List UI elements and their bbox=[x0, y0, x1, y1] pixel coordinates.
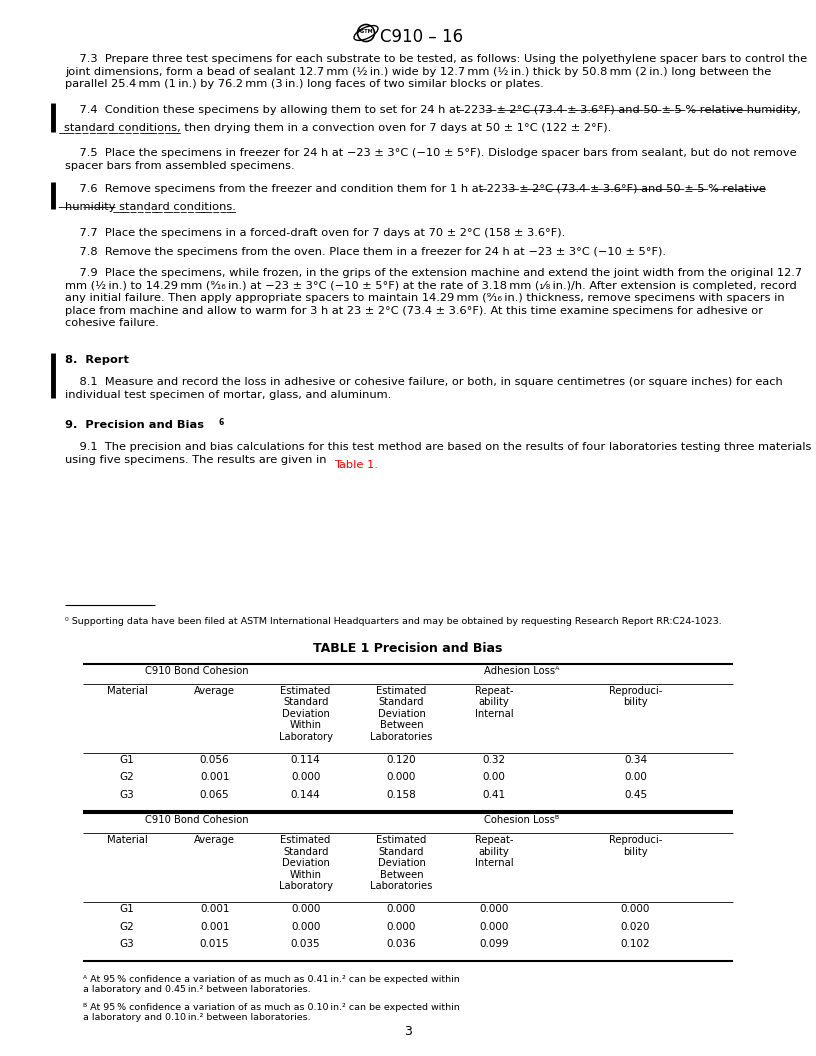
Text: 7.6  Remove specimens from the freezer and condition them for 1 h at ̶2233̶ ̶±̶ : 7.6 Remove specimens from the freezer an… bbox=[65, 184, 766, 193]
Text: Repeat-
ability
Internal: Repeat- ability Internal bbox=[475, 835, 513, 868]
Text: 0.056: 0.056 bbox=[200, 754, 229, 765]
Text: Cohesion Lossᴮ: Cohesion Lossᴮ bbox=[484, 815, 560, 825]
Text: 0.001: 0.001 bbox=[200, 772, 229, 782]
Text: 0.015: 0.015 bbox=[200, 939, 229, 949]
Text: ASTM: ASTM bbox=[358, 29, 374, 34]
Text: 0.099: 0.099 bbox=[479, 939, 509, 949]
Text: 0.158: 0.158 bbox=[387, 790, 416, 799]
Text: 0.001: 0.001 bbox=[200, 904, 229, 914]
Text: ̶h̶u̶m̶i̶d̶i̶t̶y̶̶̶ ̲s̲t̲a̲n̲d̲a̲r̲d̲ ̲c̲o̲n̲d̲i̲t̲i̲o̲n̲s̲.̲: ̶h̶u̶m̶i̶d̶i̶t̶y̶̶̶ ̲s̲t̲a̲n̲d̲a̲r̲d̲ ̲c… bbox=[65, 201, 236, 212]
Text: 8.1  Measure and record the loss in adhesive or cohesive failure, or both, in sq: 8.1 Measure and record the loss in adhes… bbox=[65, 377, 783, 399]
Text: 0.41: 0.41 bbox=[482, 790, 506, 799]
Text: Reproduci-
bility: Reproduci- bility bbox=[609, 835, 663, 856]
Text: G3: G3 bbox=[119, 790, 135, 799]
Text: 0.036: 0.036 bbox=[387, 939, 416, 949]
Text: G1: G1 bbox=[119, 754, 135, 765]
Text: 0.020: 0.020 bbox=[621, 922, 650, 931]
Text: Estimated
Standard
Deviation
Between
Laboratories: Estimated Standard Deviation Between Lab… bbox=[370, 835, 432, 891]
Text: Reproduci-
bility: Reproduci- bility bbox=[609, 685, 663, 708]
Text: 7.4  Condition these specimens by allowing them to set for 24 h at ̶2233̶ ̶±̶ ̶2: 7.4 Condition these specimens by allowin… bbox=[65, 105, 800, 115]
Text: C910 – 16: C910 – 16 bbox=[380, 29, 463, 46]
Text: 7.8  Remove the specimens from the oven. Place them in a freezer for 24 h at −23: 7.8 Remove the specimens from the oven. … bbox=[65, 247, 666, 257]
Text: G3: G3 bbox=[119, 939, 135, 949]
Text: Average: Average bbox=[194, 835, 235, 845]
Text: Adhesion Lossᴬ: Adhesion Lossᴬ bbox=[484, 665, 560, 676]
Text: G2: G2 bbox=[119, 772, 135, 782]
Text: 0.001: 0.001 bbox=[200, 922, 229, 931]
Text: 0.000: 0.000 bbox=[387, 904, 416, 914]
Text: 9.  Precision and Bias: 9. Precision and Bias bbox=[65, 420, 204, 430]
Text: 0.035: 0.035 bbox=[290, 939, 321, 949]
Text: 0.000: 0.000 bbox=[291, 904, 321, 914]
Text: Average: Average bbox=[194, 685, 235, 696]
Text: 9.1  The precision and bias calculations for this test method are based on the r: 9.1 The precision and bias calculations … bbox=[65, 442, 811, 465]
Text: Estimated
Standard
Deviation
Within
Laboratory: Estimated Standard Deviation Within Labo… bbox=[278, 685, 333, 742]
Text: 0.144: 0.144 bbox=[290, 790, 321, 799]
Text: ⁰ Supporting data have been filed at ASTM International Headquarters and may be : ⁰ Supporting data have been filed at AST… bbox=[65, 617, 721, 625]
Text: 0.00: 0.00 bbox=[624, 772, 647, 782]
Text: 3: 3 bbox=[404, 1025, 412, 1038]
Text: G1: G1 bbox=[119, 904, 135, 914]
Text: Material: Material bbox=[107, 685, 147, 696]
Text: 6: 6 bbox=[219, 417, 224, 427]
Text: 0.000: 0.000 bbox=[387, 922, 416, 931]
Text: 0.000: 0.000 bbox=[291, 772, 321, 782]
Text: Estimated
Standard
Deviation
Within
Laboratory: Estimated Standard Deviation Within Labo… bbox=[278, 835, 333, 891]
Text: Repeat-
ability
Internal: Repeat- ability Internal bbox=[475, 685, 513, 719]
Text: C910 Bond Cohesion: C910 Bond Cohesion bbox=[145, 665, 249, 676]
Text: 0.000: 0.000 bbox=[387, 772, 416, 782]
Text: 0.120: 0.120 bbox=[387, 754, 416, 765]
Text: Material: Material bbox=[107, 835, 147, 845]
Text: 7.3  Prepare three test specimens for each substrate to be tested, as follows: U: 7.3 Prepare three test specimens for eac… bbox=[65, 54, 807, 90]
Text: Estimated
Standard
Deviation
Between
Laboratories: Estimated Standard Deviation Between Lab… bbox=[370, 685, 432, 742]
Text: ᴬ At 95 % confidence a variation of as much as 0.41 in.² can be expected within
: ᴬ At 95 % confidence a variation of as m… bbox=[83, 975, 459, 995]
Text: 0.00: 0.00 bbox=[483, 772, 506, 782]
Text: 0.102: 0.102 bbox=[621, 939, 650, 949]
Text: 0.34: 0.34 bbox=[624, 754, 647, 765]
Text: C910 Bond Cohesion: C910 Bond Cohesion bbox=[145, 815, 249, 825]
Text: 0.000: 0.000 bbox=[291, 922, 321, 931]
Text: Table 1.: Table 1. bbox=[335, 459, 379, 470]
Text: 0.000: 0.000 bbox=[621, 904, 650, 914]
Text: 0.32: 0.32 bbox=[482, 754, 506, 765]
Text: 0.114: 0.114 bbox=[290, 754, 321, 765]
Text: 0.065: 0.065 bbox=[200, 790, 229, 799]
Text: ᴮ At 95 % confidence a variation of as much as 0.10 in.² can be expected within
: ᴮ At 95 % confidence a variation of as m… bbox=[83, 1002, 459, 1022]
Text: G2: G2 bbox=[119, 922, 135, 931]
Text: 0.000: 0.000 bbox=[480, 904, 509, 914]
Text: 7.9  Place the specimens, while frozen, in the grips of the extension machine an: 7.9 Place the specimens, while frozen, i… bbox=[65, 268, 802, 328]
Text: 0.000: 0.000 bbox=[480, 922, 509, 931]
Text: TABLE 1 Precision and Bias: TABLE 1 Precision and Bias bbox=[313, 641, 503, 655]
Text: 8.  Report: 8. Report bbox=[65, 355, 129, 365]
Text: 7.5  Place the specimens in freezer for 24 h at −23 ± 3°C (−10 ± 5°F). Dislodge : 7.5 Place the specimens in freezer for 2… bbox=[65, 148, 796, 171]
Text: 7.7  Place the specimens in a forced-draft oven for 7 days at 70 ± 2°C (158 ± 3.: 7.7 Place the specimens in a forced-draf… bbox=[65, 227, 565, 238]
Text: 0.45: 0.45 bbox=[624, 790, 647, 799]
Text: ̲s̲t̲a̲n̲d̲a̲r̲d̲ ̲c̲o̲n̲d̲i̲t̲i̲o̲n̲s̲,̲ then drying them in a convection oven : ̲s̲t̲a̲n̲d̲a̲r̲d̲ ̲c̲o̲n̲d̲i̲t̲i̲o̲n̲s̲,… bbox=[65, 122, 612, 133]
